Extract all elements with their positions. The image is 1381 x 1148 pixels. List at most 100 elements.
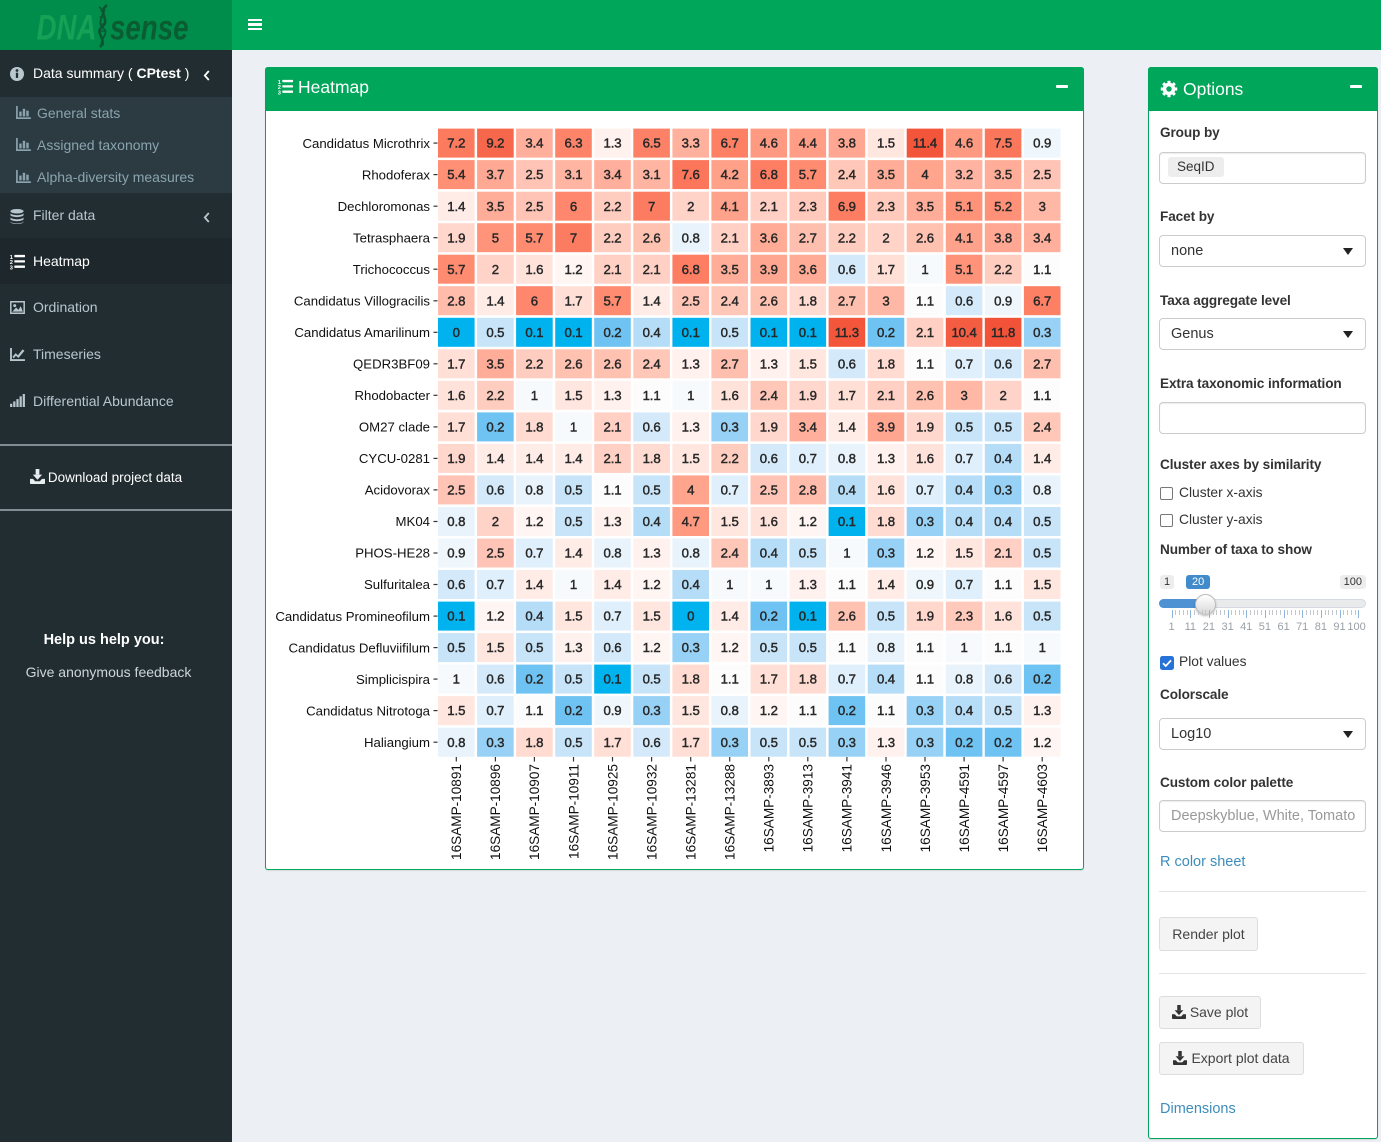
svg-text:1.1: 1.1 <box>916 640 934 655</box>
svg-text:0.3: 0.3 <box>682 640 700 655</box>
svg-text:0.7: 0.7 <box>799 451 817 466</box>
svg-text:0.5: 0.5 <box>564 672 582 687</box>
svg-text:1.2: 1.2 <box>564 262 582 277</box>
svg-text:16SAMP-3941: 16SAMP-3941 <box>840 764 855 852</box>
svg-text:1.8: 1.8 <box>525 420 543 435</box>
svg-text:1.2: 1.2 <box>916 546 934 561</box>
svg-text:1.1: 1.1 <box>916 293 934 308</box>
svg-text:7.2: 7.2 <box>447 136 465 151</box>
svg-text:1.4: 1.4 <box>877 577 895 592</box>
svg-text:1.6: 1.6 <box>447 388 465 403</box>
svg-text:0.1: 0.1 <box>760 325 778 340</box>
svg-text:1.1: 1.1 <box>838 640 856 655</box>
svg-text:3.5: 3.5 <box>721 262 739 277</box>
svg-text:3.1: 3.1 <box>564 167 582 182</box>
svg-text:1.1: 1.1 <box>838 577 856 592</box>
svg-text:1.8: 1.8 <box>525 735 543 750</box>
svg-text:3.5: 3.5 <box>994 167 1012 182</box>
svg-text:1.7: 1.7 <box>838 388 856 403</box>
svg-text:3.5: 3.5 <box>877 167 895 182</box>
svg-text:Simplicispira: Simplicispira <box>356 672 431 687</box>
svg-text:2.2: 2.2 <box>603 230 621 245</box>
svg-text:1.1: 1.1 <box>721 672 739 687</box>
svg-text:1.7: 1.7 <box>682 735 700 750</box>
svg-text:0.9: 0.9 <box>994 293 1012 308</box>
svg-text:0.1: 0.1 <box>603 672 621 687</box>
svg-text:1.9: 1.9 <box>799 388 817 403</box>
svg-text:2.5: 2.5 <box>525 167 543 182</box>
svg-text:1.2: 1.2 <box>721 640 739 655</box>
svg-text:1.2: 1.2 <box>643 577 661 592</box>
svg-text:3.1: 3.1 <box>643 167 661 182</box>
svg-text:1.9: 1.9 <box>916 609 934 624</box>
svg-text:0.5: 0.5 <box>1033 546 1051 561</box>
svg-text:3: 3 <box>1039 199 1046 214</box>
svg-text:0.2: 0.2 <box>838 703 856 718</box>
svg-text:2.4: 2.4 <box>643 356 661 371</box>
svg-text:3: 3 <box>278 90 281 95</box>
svg-text:16SAMP-3913: 16SAMP-3913 <box>801 764 816 852</box>
svg-text:1.2: 1.2 <box>525 514 543 529</box>
svg-text:1.6: 1.6 <box>760 514 778 529</box>
svg-text:0.5: 0.5 <box>564 735 582 750</box>
svg-text:4.6: 4.6 <box>760 136 778 151</box>
svg-text:0.7: 0.7 <box>486 703 504 718</box>
svg-text:0.9: 0.9 <box>1033 136 1051 151</box>
svg-text:0.4: 0.4 <box>838 483 856 498</box>
svg-text:CYCU-0281: CYCU-0281 <box>359 451 430 466</box>
svg-text:5.7: 5.7 <box>525 230 543 245</box>
svg-text:Candidatus Amarilinum: Candidatus Amarilinum <box>294 325 430 340</box>
svg-text:5.7: 5.7 <box>603 293 621 308</box>
svg-text:16SAMP-10891: 16SAMP-10891 <box>449 764 464 860</box>
svg-text:2.4: 2.4 <box>721 546 739 561</box>
svg-text:3: 3 <box>10 265 13 270</box>
svg-text:0.6: 0.6 <box>603 640 621 655</box>
svg-text:0.8: 0.8 <box>603 546 621 561</box>
svg-text:2: 2 <box>999 388 1006 403</box>
svg-text:16SAMP-13288: 16SAMP-13288 <box>723 764 738 860</box>
svg-text:1.8: 1.8 <box>877 514 895 529</box>
svg-text:1.9: 1.9 <box>760 420 778 435</box>
svg-text:0.6: 0.6 <box>955 293 973 308</box>
svg-text:1.3: 1.3 <box>682 356 700 371</box>
svg-text:1.1: 1.1 <box>1033 388 1051 403</box>
svg-text:9.2: 9.2 <box>486 136 504 151</box>
svg-text:0.5: 0.5 <box>760 640 778 655</box>
svg-text:0.5: 0.5 <box>525 640 543 655</box>
svg-text:1.3: 1.3 <box>1033 703 1051 718</box>
svg-text:0.4: 0.4 <box>682 577 700 592</box>
svg-text:2.6: 2.6 <box>916 230 934 245</box>
svg-text:2.4: 2.4 <box>1033 420 1051 435</box>
svg-text:0.7: 0.7 <box>916 483 934 498</box>
svg-text:16SAMP-13281: 16SAMP-13281 <box>684 764 699 860</box>
svg-text:1.7: 1.7 <box>564 293 582 308</box>
svg-text:0.5: 0.5 <box>721 325 739 340</box>
svg-text:1.4: 1.4 <box>564 546 582 561</box>
svg-text:1.5: 1.5 <box>682 451 700 466</box>
svg-text:Acidovorax: Acidovorax <box>365 483 431 498</box>
svg-text:1.5: 1.5 <box>564 609 582 624</box>
svg-text:1: 1 <box>687 388 694 403</box>
svg-text:0.4: 0.4 <box>955 514 973 529</box>
svg-text:0.2: 0.2 <box>955 735 973 750</box>
svg-text:2.2: 2.2 <box>486 388 504 403</box>
svg-text:3.8: 3.8 <box>994 230 1012 245</box>
svg-text:0.3: 0.3 <box>643 703 661 718</box>
svg-text:1.5: 1.5 <box>486 640 504 655</box>
svg-text:16SAMP-10932: 16SAMP-10932 <box>644 764 659 860</box>
svg-text:0.5: 0.5 <box>486 325 504 340</box>
svg-text:2.6: 2.6 <box>838 609 856 624</box>
svg-text:16SAMP-10896: 16SAMP-10896 <box>488 764 503 860</box>
svg-text:0.1: 0.1 <box>447 609 465 624</box>
svg-text:6: 6 <box>570 199 577 214</box>
svg-text:2.1: 2.1 <box>603 451 621 466</box>
svg-text:0.3: 0.3 <box>721 735 739 750</box>
svg-text:0.5: 0.5 <box>760 735 778 750</box>
svg-text:3.6: 3.6 <box>760 230 778 245</box>
svg-text:0.5: 0.5 <box>643 483 661 498</box>
svg-text:0.9: 0.9 <box>603 703 621 718</box>
svg-text:16SAMP-4597: 16SAMP-4597 <box>996 764 1011 852</box>
svg-text:1.1: 1.1 <box>916 356 934 371</box>
svg-text:1.4: 1.4 <box>486 451 504 466</box>
svg-text:0.7: 0.7 <box>955 356 973 371</box>
